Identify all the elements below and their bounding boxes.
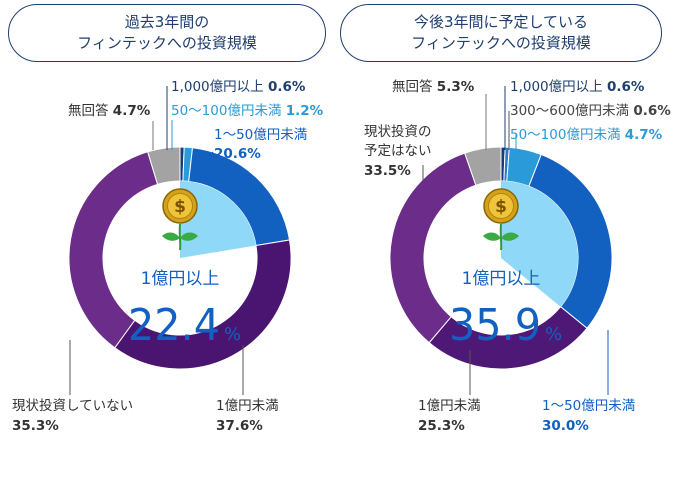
label-slice-5-name: 1億円未満 [418,398,481,414]
chart-title-past: 過去3年間の フィンテックへの投資規模 [8,4,326,62]
label-slice-5-value: 35.3% [12,418,59,434]
slice-5 [68,151,159,349]
center-unit: % [224,324,241,345]
center-value: 22.4 [128,300,220,351]
label-slice-6-value: 33.5% [364,163,411,179]
chart-title-past-line-2: フィンテックへの投資規模 [77,34,257,52]
money-plant-icon: $ [162,188,198,251]
slice-4 [114,239,292,370]
donut-chart-past: $1億円以上 22.4 % 1,000億円以上 0.6% 50～100億円未満 1.2%… [12,79,324,434]
center-value: 35.9 [449,300,541,351]
label-slice-6: 無回答 4.7% [68,102,151,119]
label-slice-4-value: 37.6% [216,418,263,434]
label-slice-3: 50～100億円未満 4.7% [510,127,663,143]
chart-title-future-line-1: 今後3年間に予定している [413,13,589,31]
over-100m-wedge [180,181,256,258]
chart-title-future-line-2: フィンテックへの投資規模 [411,34,591,52]
label-slice-5-value: 25.3% [418,418,465,434]
label-slice-1: 1,000億円以上 0.6% [171,79,306,95]
center-unit: % [545,324,562,345]
label-slice-4-value: 30.0% [542,418,589,434]
label-slice-3-value: 20.6% [214,146,261,162]
label-slice-5-name: 現状投資していない [12,398,133,414]
label-slice-6-name-2: 予定はない [364,143,432,159]
svg-text:$: $ [174,197,186,217]
label-slice-6-name-1: 現状投資の [364,124,432,140]
money-plant-icon: $ [483,188,519,251]
label-slice-4-name: 1億円未満 [216,398,279,414]
chart-title-past-line-1: 過去3年間の [124,13,210,31]
over-100m-wedge [501,181,578,307]
label-slice-4-name: 1～50億円未満 [542,398,635,414]
svg-text:$: $ [495,197,507,217]
center-label: 1億円以上 [462,269,541,289]
label-slice-1: 1,000億円以上 0.6% [510,79,645,95]
label-slice-2: 50～100億円未満 1.2% [171,103,324,119]
leader-slice-3 [205,151,214,161]
chart-title-future: 今後3年間に予定している フィンテックへの投資規模 [340,4,662,62]
label-slice-7: 無回答 5.3% [392,78,475,95]
donut-chart-future: $1億円以上 35.9 % 1,000億円以上 0.6% 300～600億円未満 0.6… [364,78,671,434]
label-slice-3-name: 1～50億円未満 [214,127,307,143]
slice-7 [464,146,502,186]
center-label: 1億円以上 [141,269,220,289]
label-slice-2: 300～600億円未満 0.6% [510,103,671,119]
